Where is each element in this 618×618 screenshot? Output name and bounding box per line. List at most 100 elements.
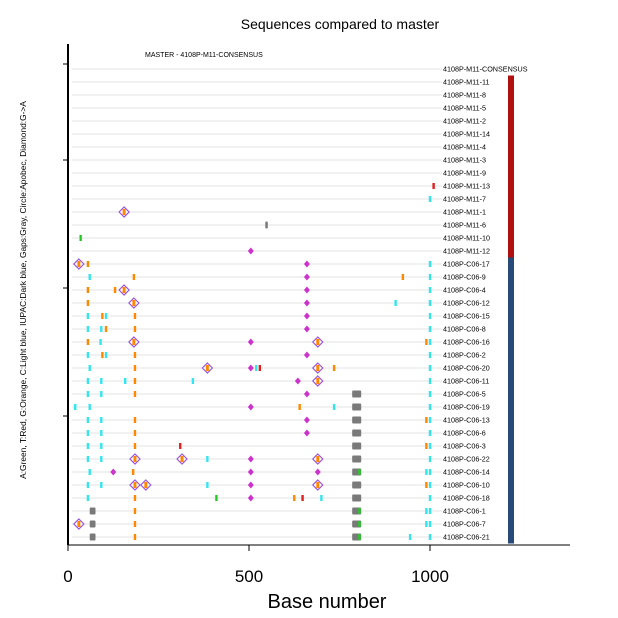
sequence-label: 4108P-C06-9 (443, 273, 486, 282)
g-mark (133, 430, 137, 436)
sequence-label: 4108P-M11-14 (443, 130, 490, 139)
mutation-marks (73, 183, 435, 541)
c-mark (255, 365, 258, 371)
sequence-label: 4108P-C06-13 (443, 416, 490, 425)
g-mark (133, 365, 137, 371)
g-mark (86, 339, 90, 345)
g-mark (144, 482, 148, 488)
y-axis-label: A:Green, T:Red, G:Orange, C:Light blue, … (18, 101, 28, 479)
sequence-label: 4108P-C06-18 (443, 494, 490, 503)
sequence-label: 4108P-C06-6 (443, 429, 486, 438)
apobec-mark (303, 325, 310, 333)
x-ticks: 0 500 1000 (63, 545, 449, 586)
g-mark (180, 456, 184, 462)
c-mark (100, 417, 103, 423)
g-mark (133, 443, 137, 449)
c-mark (86, 456, 90, 462)
group-bar (508, 257, 514, 544)
gap-mark (89, 520, 96, 528)
sequence-label: 4108P-M11-7 (443, 195, 486, 204)
g-mark (425, 339, 428, 345)
t-mark (432, 183, 435, 189)
master-label: MASTER - 4108P-M11-CONSENSUS (145, 52, 263, 59)
apobec-mark (247, 455, 254, 463)
gap-mark (352, 442, 362, 450)
c-mark (99, 339, 102, 345)
c-mark (100, 378, 103, 384)
c-mark (394, 300, 397, 306)
sequence-label: 4108P-C06-2 (443, 351, 486, 360)
c-mark (100, 326, 103, 332)
sequence-label: 4108P-M11-10 (443, 234, 490, 243)
sequence-label: 4108P-M11-13 (443, 182, 490, 191)
c-mark (428, 313, 432, 319)
sequence-label: 4108P-M11-3 (443, 156, 486, 165)
c-mark (428, 339, 432, 345)
c-mark (104, 352, 108, 358)
apobec-mark (247, 494, 254, 502)
c-mark (408, 534, 412, 540)
g-mark (132, 300, 136, 306)
c-mark (428, 378, 432, 384)
c-mark (428, 417, 432, 423)
apobec-mark (303, 286, 310, 294)
c-mark (123, 378, 127, 384)
sequence-label: 4108P-M11-5 (443, 104, 486, 113)
c-mark (100, 456, 103, 462)
c-mark (428, 534, 432, 540)
c-mark (428, 404, 432, 410)
sequence-label: 4108P-M11-11 (443, 78, 489, 87)
sequence-label: 4108P-C06-4 (443, 286, 486, 295)
g-mark (104, 326, 108, 332)
c-mark (86, 352, 90, 358)
sequence-label: 4108P-C06-19 (443, 403, 490, 412)
g-mark (316, 339, 320, 345)
apobec-mark (303, 390, 310, 398)
g-mark (133, 534, 137, 540)
sequence-label: 4108P-M11-2 (443, 117, 486, 126)
c-mark (332, 404, 336, 410)
gap-mark (352, 481, 362, 489)
g-mark (77, 261, 81, 267)
c-mark (86, 443, 90, 449)
c-mark (425, 508, 428, 514)
g-mark (86, 300, 90, 306)
sequence-label: 4108P-M11-9 (443, 169, 486, 178)
a-mark (358, 521, 361, 527)
sequence-label: 4108P-C06-3 (443, 442, 486, 451)
apobec-mark (247, 338, 254, 346)
x-tick-label: 0 (63, 567, 72, 586)
sequence-label: 4108P-M11-1 (443, 208, 486, 217)
g-mark (132, 274, 136, 280)
a-mark (215, 495, 218, 501)
c-mark (88, 404, 91, 410)
apobec-mark (247, 364, 254, 372)
group-bar (508, 75, 514, 258)
gap-mark (352, 416, 362, 424)
x-axis-label: Base number (268, 591, 387, 613)
c-mark (428, 196, 432, 202)
g-mark (122, 209, 126, 215)
g-mark (293, 495, 296, 501)
c-mark (206, 482, 209, 488)
c-mark (428, 482, 432, 488)
g-mark (132, 339, 136, 345)
apobec-mark (314, 468, 321, 476)
c-mark (86, 313, 90, 319)
gap-mark (352, 494, 362, 502)
g-mark (113, 287, 117, 293)
g-mark (131, 469, 135, 475)
a-mark (358, 534, 361, 540)
c-mark (428, 469, 432, 475)
c-mark (104, 313, 108, 319)
c-mark (86, 326, 90, 332)
apobec-mark (247, 247, 254, 255)
c-mark (88, 274, 91, 280)
t-mark (179, 443, 182, 449)
c-mark (320, 495, 323, 501)
axes (63, 44, 570, 546)
c-mark (206, 456, 209, 462)
g-mark (86, 287, 90, 293)
sequence-label: 4108P-M11-CONSENSUS (443, 65, 528, 74)
